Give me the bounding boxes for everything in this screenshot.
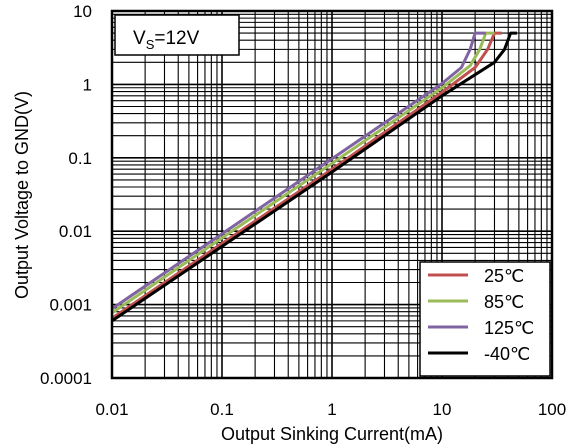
- y-axis-title: Output Voltage to GND(V): [12, 91, 32, 299]
- x-tick-label: 10: [433, 400, 452, 419]
- x-tick-label: 100: [538, 400, 566, 419]
- annotation-text: VS=12V: [133, 28, 200, 52]
- legend-label: 125℃: [484, 318, 534, 338]
- y-tick-label: 0.0001: [40, 369, 92, 388]
- legend-box: [419, 261, 551, 377]
- y-tick-labels: 0.0001 0.001 0.01 0.1 1 10: [40, 2, 92, 388]
- legend-label: 25℃: [484, 266, 524, 286]
- series-line: [111, 31, 502, 320]
- x-tick-label: 0.01: [95, 400, 128, 419]
- legend-label: -40℃: [484, 344, 530, 364]
- y-tick-label: 0.01: [59, 222, 92, 241]
- x-tick-label: 0.1: [210, 400, 234, 419]
- y-tick-label: 10: [73, 2, 92, 21]
- y-tick-label: 1: [83, 75, 92, 94]
- y-tick-label: 0.1: [68, 149, 92, 168]
- x-tick-labels: 0.01 0.1 1 10 100: [95, 400, 566, 419]
- series-line: [111, 31, 517, 323]
- legend: 25℃ 85℃ 125℃ -40℃: [419, 261, 551, 377]
- x-tick-label: 1: [327, 400, 336, 419]
- annotation-box: VS=12V: [114, 14, 240, 56]
- legend-label: 85℃: [484, 292, 524, 312]
- series-line: [111, 31, 495, 315]
- y-tick-label: 0.001: [49, 296, 92, 315]
- series-line: [111, 31, 486, 310]
- x-axis-title: Output Sinking Current(mA): [221, 424, 443, 444]
- series-lines: [111, 31, 517, 323]
- plot-frame: [110, 9, 554, 380]
